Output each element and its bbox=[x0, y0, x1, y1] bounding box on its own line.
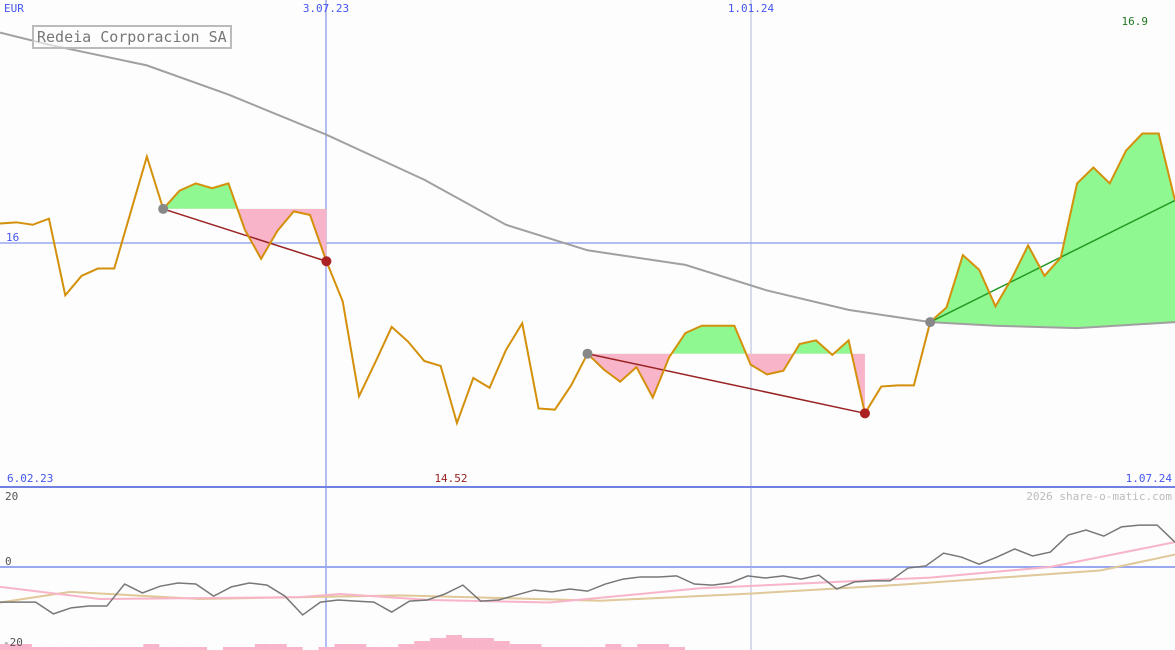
signal-start-marker bbox=[158, 203, 169, 214]
signal-end-marker bbox=[321, 256, 332, 267]
volume-bar bbox=[63, 647, 80, 650]
volume-bar bbox=[541, 647, 558, 650]
volume-bar bbox=[653, 644, 670, 650]
volume-bar bbox=[127, 647, 144, 650]
volume-bar bbox=[557, 647, 574, 650]
volume-bar bbox=[477, 638, 494, 650]
signal-start-marker bbox=[925, 317, 936, 328]
y-tick-label: 16 bbox=[6, 231, 19, 244]
volume-bar bbox=[509, 644, 526, 650]
volume-bar bbox=[95, 647, 112, 650]
volume-bar bbox=[0, 644, 16, 650]
volume-bar bbox=[382, 647, 399, 650]
volume-bar bbox=[159, 647, 176, 650]
chart-title: Redeia Corporacion SA bbox=[32, 25, 232, 49]
volume-bar bbox=[318, 647, 335, 650]
volume-bar bbox=[350, 644, 367, 650]
volume-bar bbox=[414, 641, 431, 650]
volume-bar bbox=[31, 647, 48, 650]
volume-bar bbox=[334, 644, 351, 650]
max-price-label: 16.9 bbox=[1122, 15, 1149, 28]
trend-line-down bbox=[162, 208, 327, 262]
currency-label: EUR bbox=[4, 2, 24, 15]
signal-end-marker bbox=[859, 408, 870, 419]
volume-bar bbox=[493, 641, 510, 650]
volume-bar bbox=[254, 644, 271, 650]
signal-start-marker bbox=[582, 348, 593, 359]
indicator-pink-line bbox=[0, 541, 1175, 604]
volume-bar bbox=[175, 647, 192, 650]
x-tick-label: 1.07.24 bbox=[1126, 472, 1173, 485]
volume-bar bbox=[461, 638, 478, 650]
indicator-tan-line bbox=[0, 553, 1175, 604]
volume-bar bbox=[398, 644, 415, 650]
watermark: 2026 share-o-matic.com bbox=[1026, 490, 1172, 503]
x-tick-label: 1.01.24 bbox=[728, 2, 775, 15]
volume-bar bbox=[15, 644, 32, 650]
volume-bar bbox=[143, 644, 160, 650]
oscillator-line bbox=[0, 524, 1175, 616]
volume-bar bbox=[366, 647, 383, 650]
price-line bbox=[0, 132, 1175, 427]
volume-bar bbox=[637, 644, 654, 650]
signal-fill-up bbox=[587, 325, 865, 354]
trend-line-up bbox=[929, 199, 1175, 323]
volume-bar bbox=[446, 635, 462, 650]
volume-bar bbox=[621, 647, 638, 650]
volume-bar bbox=[238, 647, 255, 650]
volume-bar bbox=[111, 647, 128, 650]
trend-line-down bbox=[587, 352, 866, 415]
volume-bar bbox=[669, 647, 685, 650]
volume-bar bbox=[430, 638, 447, 650]
indicator-y-tick: 0 bbox=[5, 555, 12, 568]
signal-fill-up bbox=[930, 133, 1175, 329]
indicator-y-tick: -20 bbox=[3, 636, 23, 649]
volume-bar bbox=[589, 647, 606, 650]
x-tick-label: 3.07.23 bbox=[303, 2, 349, 15]
moving-average-line bbox=[0, 31, 1175, 330]
volume-bar bbox=[286, 647, 303, 650]
indicator-y-tick: 20 bbox=[5, 490, 18, 503]
min-price-label: 14.52 bbox=[434, 472, 467, 485]
volume-bar bbox=[191, 647, 208, 650]
volume-bar bbox=[223, 647, 239, 650]
volume-bar bbox=[79, 647, 96, 650]
volume-bar bbox=[47, 647, 64, 650]
volume-bar bbox=[525, 644, 542, 650]
signal-fill-up bbox=[163, 183, 327, 209]
volume-bar bbox=[270, 644, 287, 650]
volume-bar bbox=[573, 647, 590, 650]
volume-bar bbox=[605, 644, 622, 650]
x-tick-label: 6.02.23 bbox=[7, 472, 53, 485]
